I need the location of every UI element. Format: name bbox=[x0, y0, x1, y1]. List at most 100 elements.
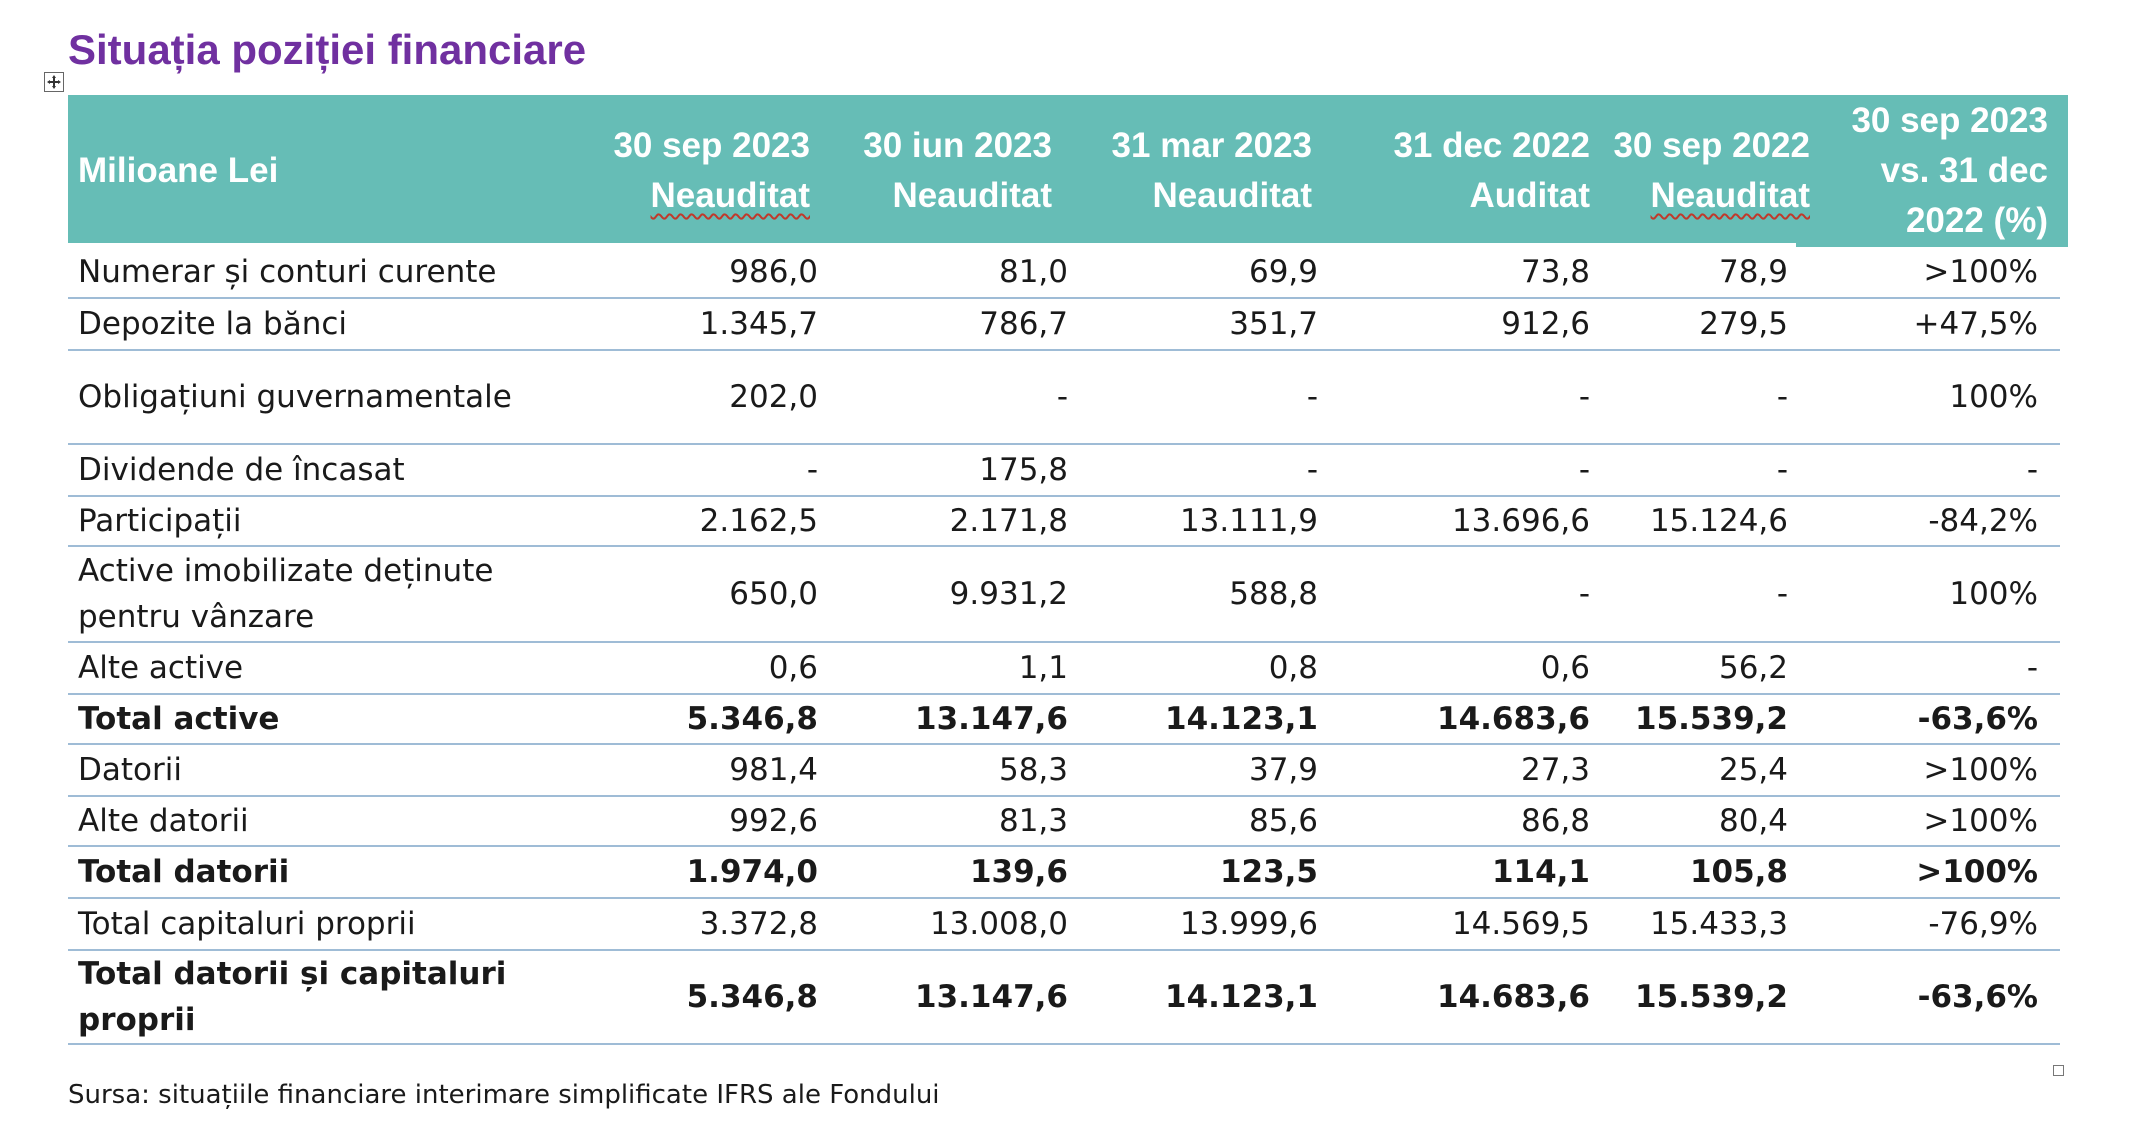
row-label: Alte datorii bbox=[78, 803, 249, 839]
row-value-col-2: 9.931,2 bbox=[949, 576, 1068, 612]
row-value-col-3: 0,8 bbox=[1268, 650, 1318, 686]
header-col-2-line2: Neauditat bbox=[892, 176, 1052, 215]
row-value-col-5: - bbox=[1776, 576, 1788, 612]
row-value-col-5: 279,5 bbox=[1699, 306, 1788, 342]
row-value-col-1: 0,6 bbox=[768, 650, 818, 686]
row-label: Depozite la bănci bbox=[78, 306, 347, 342]
row-value-col-3: 13.999,6 bbox=[1179, 906, 1318, 942]
header-label-text: Milioane Lei bbox=[78, 151, 279, 190]
row-value-col-6: 100% bbox=[1949, 379, 2038, 415]
row-value-col-6: >100% bbox=[1923, 803, 2038, 839]
row-value-col-6: -84,2% bbox=[1928, 503, 2038, 539]
row-value-col-3: 14.123,1 bbox=[1165, 701, 1318, 737]
row-label: Total datorii bbox=[78, 854, 290, 890]
table-row: Total datorii și capitaluri proprii 5.346… bbox=[68, 951, 2060, 1045]
row-value-col-1: 5.346,8 bbox=[686, 701, 818, 737]
table-row: Dividende de încasat - 175,8 - - - - bbox=[68, 445, 2060, 497]
table-row: Datorii 981,4 58,3 37,9 27,3 25,4 >100% bbox=[68, 745, 2060, 797]
header-col-3-line1: 31 mar 2023 bbox=[1111, 126, 1312, 165]
header-col-5-line2: Neauditat bbox=[1650, 176, 1810, 215]
row-value-col-2: 13.008,0 bbox=[929, 906, 1068, 942]
header-col-1-line2: Neauditat bbox=[650, 176, 810, 215]
row-value-col-6: - bbox=[2026, 650, 2038, 686]
table-move-handle-icon[interactable] bbox=[44, 72, 64, 92]
row-value-col-4: 27,3 bbox=[1520, 752, 1590, 788]
row-value-col-4: 13.696,6 bbox=[1451, 503, 1590, 539]
table-resize-handle-icon[interactable] bbox=[2053, 1065, 2064, 1076]
row-value-col-1: 992,6 bbox=[729, 803, 818, 839]
row-label: Active imobilizate deținute pentru vânza… bbox=[78, 553, 494, 635]
row-value-col-2: 786,7 bbox=[979, 306, 1068, 342]
row-label: Total capitaluri proprii bbox=[78, 906, 416, 942]
row-value-col-6: +47,5% bbox=[1913, 306, 2038, 342]
row-value-col-5: 25,4 bbox=[1718, 752, 1788, 788]
row-value-col-4: 73,8 bbox=[1520, 254, 1590, 290]
row-value-col-2: 58,3 bbox=[998, 752, 1068, 788]
page-title: Situația poziției financiare bbox=[68, 26, 587, 73]
row-value-col-3: 588,8 bbox=[1229, 576, 1318, 612]
row-label: Alte active bbox=[78, 650, 244, 686]
row-value-col-1: 5.346,8 bbox=[686, 979, 818, 1015]
table-row: Obligațiuni guvernamentale 202,0 - - - - 100% bbox=[68, 351, 2060, 445]
row-value-col-5: - bbox=[1776, 379, 1788, 415]
move-arrows-icon bbox=[47, 75, 61, 89]
row-value-col-5: 15.539,2 bbox=[1635, 979, 1788, 1015]
table-row: Alte active 0,6 1,1 0,8 0,6 56,2 - bbox=[68, 643, 2060, 695]
row-label: Total datorii și capitaluri proprii bbox=[78, 956, 507, 1038]
row-value-col-6: >100% bbox=[1923, 752, 2038, 788]
header-divider bbox=[68, 243, 1796, 247]
row-value-col-4: - bbox=[1578, 452, 1590, 488]
row-value-col-2: 81,3 bbox=[998, 803, 1068, 839]
row-value-col-1: 202,0 bbox=[729, 379, 818, 415]
header-col-6-line2: vs. 31 dec bbox=[1880, 151, 2048, 190]
row-label: Datorii bbox=[78, 752, 182, 788]
row-value-col-3: - bbox=[1306, 452, 1318, 488]
row-value-col-3: - bbox=[1306, 379, 1318, 415]
row-value-col-3: 85,6 bbox=[1248, 803, 1318, 839]
row-value-col-5: 80,4 bbox=[1718, 803, 1788, 839]
row-value-col-2: 175,8 bbox=[979, 452, 1068, 488]
row-value-col-6: - bbox=[2026, 452, 2038, 488]
row-value-col-4: 14.683,6 bbox=[1437, 979, 1590, 1015]
row-label: Obligațiuni guvernamentale bbox=[78, 379, 512, 415]
row-value-col-5: 15.539,2 bbox=[1635, 701, 1788, 737]
row-label: Participații bbox=[78, 503, 242, 539]
table-row: Active imobilizate deținute pentru vânza… bbox=[68, 547, 2060, 643]
row-value-col-4: 14.569,5 bbox=[1451, 906, 1590, 942]
row-label: Dividende de încasat bbox=[78, 452, 405, 488]
row-value-col-6: >100% bbox=[1916, 854, 2038, 890]
row-value-col-3: 37,9 bbox=[1248, 752, 1318, 788]
source-note: Sursa: situațiile financiare interimare … bbox=[68, 1080, 940, 1110]
row-value-col-5: 56,2 bbox=[1718, 650, 1788, 686]
row-value-col-6: 100% bbox=[1949, 576, 2038, 612]
row-value-col-4: 14.683,6 bbox=[1437, 701, 1590, 737]
header-col-2-line1: 30 iun 2023 bbox=[863, 126, 1052, 165]
row-value-col-1: 1.345,7 bbox=[699, 306, 818, 342]
header-col-1: 30 sep 2023 Neauditat bbox=[528, 95, 810, 247]
table-row: Alte datorii 992,6 81,3 85,6 86,8 80,4 >100% bbox=[68, 797, 2060, 847]
row-value-col-4: 86,8 bbox=[1520, 803, 1590, 839]
row-value-col-1: 981,4 bbox=[729, 752, 818, 788]
row-value-col-5: 15.433,3 bbox=[1649, 906, 1788, 942]
row-value-col-6: -63,6% bbox=[1917, 979, 2038, 1015]
row-value-col-1: 1.974,0 bbox=[686, 854, 818, 890]
table-row: Numerar și conturi curente 986,0 81,0 69,9 7… bbox=[68, 247, 2060, 299]
table-row: Total active 5.346,8 13.147,6 14.123,1 14.68… bbox=[68, 695, 2060, 745]
row-value-col-4: 912,6 bbox=[1501, 306, 1590, 342]
header-col-6-line3: 2022 (%) bbox=[1905, 201, 2048, 240]
table-row: Participații 2.162,5 2.171,8 13.111,9 13.696… bbox=[68, 497, 2060, 547]
row-value-col-6: >100% bbox=[1923, 254, 2038, 290]
row-value-col-2: 139,6 bbox=[969, 854, 1068, 890]
row-value-col-4: - bbox=[1578, 379, 1590, 415]
header-col-4: 31 dec 2022 Auditat bbox=[1328, 95, 1590, 247]
row-value-col-1: - bbox=[806, 452, 818, 488]
row-value-col-3: 69,9 bbox=[1248, 254, 1318, 290]
row-value-col-6: -63,6% bbox=[1917, 701, 2038, 737]
table-row: Total datorii 1.974,0 139,6 123,5 114,1 105,8… bbox=[68, 847, 2060, 899]
row-value-col-3: 123,5 bbox=[1219, 854, 1318, 890]
header-col-3-line2: Neauditat bbox=[1152, 176, 1312, 215]
row-value-col-5: 105,8 bbox=[1689, 854, 1788, 890]
header-col-5: 30 sep 2022 Neauditat bbox=[1598, 95, 1810, 247]
row-label: Total active bbox=[78, 701, 280, 737]
row-value-col-2: - bbox=[1056, 379, 1068, 415]
